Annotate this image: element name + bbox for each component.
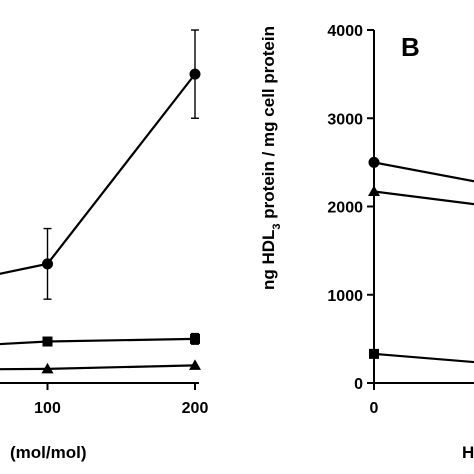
panel-b-y-tick-label-2: 2000	[327, 200, 363, 217]
panel-a-series-2-point-1	[41, 362, 54, 374]
panel-b-series	[368, 156, 474, 364]
panel-b-y-tick-label-1: 1000	[327, 288, 363, 305]
panel-b-y-tick-label-4: 4000	[327, 23, 363, 40]
panel-b-y-tick-label-0: 0	[354, 376, 363, 393]
panel-b-x-tick-label-0: 0	[370, 400, 379, 417]
panel-a-series-1-point-2	[190, 333, 200, 344]
panel-a-x-axis: 100 200	[0, 382, 209, 417]
panel-b-y-axis-title-rest: protein / mg cell protein	[259, 26, 278, 223]
panel-a-series-0-line	[0, 73, 196, 275]
panel-a-series	[0, 29, 201, 374]
panel-b-x-axis-title: H	[462, 443, 474, 462]
panel-a-series-2-line	[0, 364, 196, 371]
panel-b-axes: 0 1000 2000 3000 4000 0	[327, 23, 474, 417]
panel-a-series-1-line	[0, 337, 196, 346]
panel-b-series-2-line	[373, 352, 474, 364]
panel-b-letter: B	[401, 32, 420, 62]
panel-a-series-0-point-2	[189, 68, 201, 80]
panel-a-x-axis-title: (mol/mol)	[10, 443, 87, 462]
panel-a-x-tick-label-0: 100	[34, 400, 61, 417]
panel-b-y-axis-title-main: ng HDL	[259, 230, 278, 290]
panel-a-series-2-point-2	[189, 359, 201, 370]
panel-b-series-0-line	[373, 161, 474, 183]
panel-b-series-1-line	[373, 190, 474, 206]
panel-b-series-0-point-0	[368, 156, 380, 168]
panel-b-series-1-point-0	[368, 185, 380, 196]
panel-b-series-2-point-0	[369, 348, 379, 359]
panel-b-y-axis-title-sub: 3	[271, 223, 283, 229]
panel-b-y-axis-title: ng HDL3 protein / mg cell protein	[259, 26, 283, 290]
panel-a-chart: 100 200 (mol/mol)	[0, 29, 209, 462]
panel-a-series-1-point-1	[42, 336, 53, 347]
panel-a-series-0-point-1	[42, 258, 53, 270]
panel-b-y-tick-label-3: 3000	[327, 111, 363, 128]
panel-b-chart: ng HDL3 protein / mg cell protein 0 1000 2…	[259, 23, 474, 462]
panel-a-x-tick-label-1: 200	[182, 400, 209, 417]
